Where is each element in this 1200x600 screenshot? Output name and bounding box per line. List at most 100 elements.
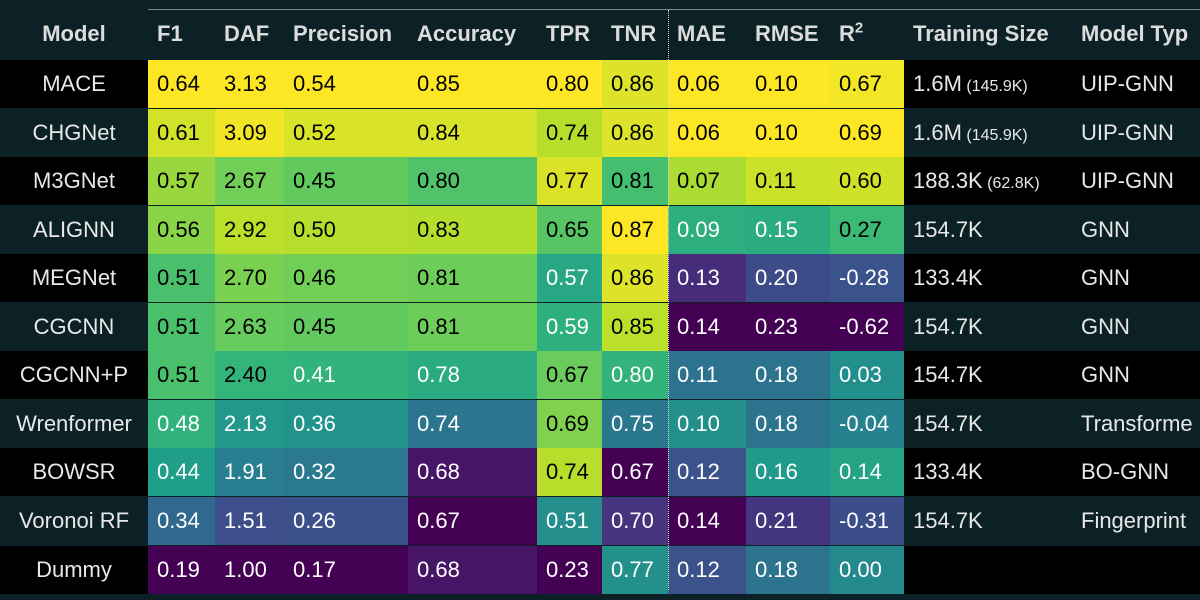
- metric-cell-tnr: 0.86: [602, 108, 669, 157]
- model-name-cell: CHGNet: [0, 108, 148, 157]
- metric-cell-tnr: 0.77: [602, 545, 669, 594]
- metric-cell-r: -0.04: [830, 399, 905, 448]
- model-type-cell: UIP-GNN: [1072, 60, 1200, 108]
- model-name-cell: CGCNN: [0, 302, 148, 351]
- column-header-tnr: TNR: [602, 10, 668, 58]
- column-header-label: DAF: [224, 21, 270, 46]
- metric-cell-mae: 0.07: [668, 157, 747, 206]
- training-size-cell: 1.6M (145.9K): [904, 60, 1072, 108]
- metric-cell-accuracy: 0.78: [408, 351, 538, 400]
- model-name-cell: BOWSR: [0, 448, 148, 497]
- metric-cell-mae: 0.12: [668, 448, 747, 497]
- metric-cell-tnr: 0.85: [602, 302, 669, 351]
- metric-cell-tpr: 0.51: [537, 496, 603, 545]
- metric-cell-rmse: 0.10: [746, 108, 831, 157]
- metric-cell-accuracy: 0.83: [408, 205, 538, 254]
- training-size-value: 188.3K: [913, 168, 983, 194]
- metric-cell-rmse: 0.11: [746, 157, 831, 206]
- metric-cell-f1: 0.19: [148, 545, 216, 594]
- training-size-cell: 154.7K: [904, 302, 1072, 351]
- metric-cell-accuracy: 0.68: [408, 545, 538, 594]
- model-type-cell: Transforme: [1072, 399, 1200, 448]
- metric-cell-f1: 0.57: [148, 157, 216, 206]
- metric-cell-tnr: 0.86: [602, 60, 669, 108]
- table-row: M3GNet 0.57 2.67 0.45 0.80 0.77 0.81 0.07 0.11 0.…: [0, 157, 1200, 206]
- table-row: CHGNet 0.61 3.09 0.52 0.84 0.74 0.86 0.06 0.10 0.…: [0, 108, 1200, 157]
- metric-cell-precision: 0.36: [284, 399, 409, 448]
- training-size-cell: 154.7K: [904, 496, 1072, 545]
- metric-cell-daf: 2.92: [215, 205, 285, 254]
- column-header-rmse: RMSE: [746, 10, 830, 58]
- column-header-label: TPR: [546, 21, 590, 46]
- column-header-label: Accuracy: [417, 21, 517, 46]
- training-size-cell: 154.7K: [904, 399, 1072, 448]
- training-size-value: 133.4K: [913, 459, 983, 485]
- training-size-cell: 1.6M (145.9K): [904, 108, 1072, 157]
- metric-cell-f1: 0.44: [148, 448, 216, 497]
- metric-cell-r: 0.27: [830, 205, 905, 254]
- training-size-cell: 133.4K: [904, 448, 1072, 497]
- metric-cell-rmse: 0.10: [746, 60, 831, 108]
- training-size-cell: [904, 545, 1072, 594]
- metric-cell-accuracy: 0.80: [408, 157, 538, 206]
- model-name-cell: Wrenformer: [0, 399, 148, 448]
- training-size-cell: 154.7K: [904, 351, 1072, 400]
- training-size-value: 1.6M: [913, 71, 962, 96]
- metric-cell-tpr: 0.74: [537, 108, 603, 157]
- model-type-cell: UIP-GNN: [1072, 108, 1200, 157]
- metric-cell-rmse: 0.18: [746, 399, 831, 448]
- model-type-cell: GNN: [1072, 205, 1200, 254]
- column-header-daf: DAF: [215, 10, 284, 58]
- column-header-training-size: Training Size: [904, 10, 1072, 58]
- model-name-cell: Dummy: [0, 545, 148, 594]
- column-header-f1: F1: [148, 10, 215, 58]
- model-type-cell: GNN: [1072, 351, 1200, 400]
- table-row: MACE 0.64 3.13 0.54 0.85 0.80 0.86 0.06 0.10 0.67…: [0, 60, 1200, 108]
- metric-cell-rmse: 0.20: [746, 254, 831, 303]
- metric-cell-daf: 3.09: [215, 108, 285, 157]
- model-name-cell: CGCNN+P: [0, 351, 148, 400]
- metric-cell-mae: 0.14: [668, 302, 747, 351]
- metric-cell-f1: 0.51: [148, 254, 216, 303]
- metric-cell-tpr: 0.77: [537, 157, 603, 206]
- table-row: CGCNN+P 0.51 2.40 0.41 0.78 0.67 0.80 0.11 0.18 0…: [0, 351, 1200, 400]
- metric-cell-r: 0.00: [830, 545, 905, 594]
- metric-cell-rmse: 0.18: [746, 545, 831, 594]
- metric-cell-daf: 2.67: [215, 157, 285, 206]
- metric-cell-tnr: 0.87: [602, 205, 669, 254]
- metric-cell-tpr: 0.69: [537, 399, 603, 448]
- column-header-label: Model: [42, 21, 106, 46]
- metric-cell-tnr: 0.86: [602, 254, 669, 303]
- metric-cell-daf: 1.91: [215, 448, 285, 497]
- table-row: MEGNet 0.51 2.70 0.46 0.81 0.57 0.86 0.13 0.20 -0…: [0, 254, 1200, 303]
- metric-cell-r: 0.60: [830, 157, 905, 206]
- model-type-cell: [1072, 545, 1200, 594]
- metric-cell-precision: 0.52: [284, 108, 409, 157]
- model-name-cell: Voronoi RF: [0, 496, 148, 545]
- table-row: CGCNN 0.51 2.63 0.45 0.81 0.59 0.85 0.14 0.23 -0.…: [0, 302, 1200, 351]
- column-header-label: Model Typ: [1081, 21, 1189, 46]
- table-row: BOWSR 0.44 1.91 0.32 0.68 0.74 0.67 0.12 0.16 0.1…: [0, 448, 1200, 497]
- training-size-cell: 188.3K (62.8K): [904, 157, 1072, 206]
- column-header-model-typ: Model Typ: [1072, 10, 1200, 58]
- metric-cell-accuracy: 0.84: [408, 108, 538, 157]
- column-header-label: R: [839, 21, 855, 46]
- metric-cell-tpr: 0.59: [537, 302, 603, 351]
- metric-cell-daf: 2.40: [215, 351, 285, 400]
- metric-cell-mae: 0.12: [668, 545, 747, 594]
- metric-cell-r: 0.69: [830, 108, 905, 157]
- metric-cell-rmse: 0.15: [746, 205, 831, 254]
- column-separator: [668, 10, 669, 590]
- metric-cell-daf: 2.63: [215, 302, 285, 351]
- training-size-value: 154.7K: [913, 313, 983, 339]
- metric-cell-precision: 0.46: [284, 254, 409, 303]
- metric-cell-accuracy: 0.81: [408, 302, 538, 351]
- metric-cell-tpr: 0.65: [537, 205, 603, 254]
- training-size-value: 154.7K: [913, 216, 983, 242]
- model-type-cell: BO-GNN: [1072, 448, 1200, 497]
- metric-cell-r: -0.62: [830, 302, 905, 351]
- column-header-label: F1: [157, 21, 183, 46]
- column-header-label: TNR: [611, 21, 657, 46]
- model-name-cell: MEGNet: [0, 254, 148, 303]
- model-name-cell: ALIGNN: [0, 205, 148, 254]
